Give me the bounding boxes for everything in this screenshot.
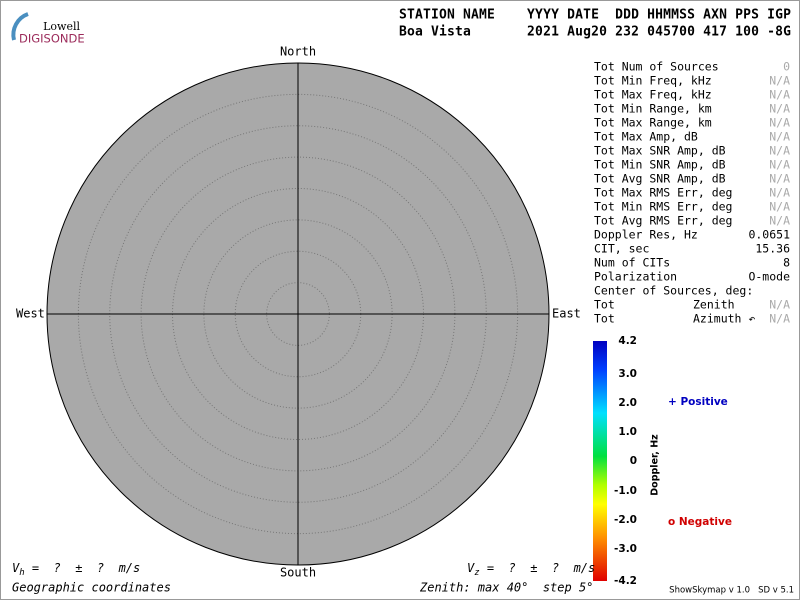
logo-top: Lowell <box>43 20 80 33</box>
center-quantity: Azimuth ↶ <box>693 312 755 326</box>
vz-sub: z <box>474 568 479 578</box>
stat-value: N/A <box>769 88 790 102</box>
center-quantity: Zenith <box>693 298 735 312</box>
stat-label: Tot Min Freq, kHz <box>594 74 712 88</box>
stat-label: Tot Max Amp, dB <box>594 130 698 144</box>
west-label: West <box>16 307 45 321</box>
stat-label: Tot Min Range, km <box>594 102 712 116</box>
center-scope: Tot <box>594 312 615 326</box>
stat-value: N/A <box>769 172 790 186</box>
colorbar-tick-label: -1.0 <box>614 485 637 497</box>
center-value: N/A <box>769 298 790 312</box>
colorbar-tick-label: 2.0 <box>618 397 637 409</box>
colorbar-tick-label: -3.0 <box>614 543 637 555</box>
stat-value: N/A <box>769 158 790 172</box>
header-values: Boa Vista 2021 Aug20 232 045700 417 100 … <box>399 25 791 40</box>
logo-arc <box>11 12 29 41</box>
vh-label: Vh = ? ± ? m/s <box>12 561 140 578</box>
stat-value: N/A <box>769 102 790 116</box>
header-labels: STATION NAME YYYY DATE DDD HHMMSS AXN PP… <box>399 8 791 23</box>
stat-value: O-mode <box>748 270 790 284</box>
colorbar-tick-label: 4.2 <box>618 335 637 347</box>
legend-positive: + Positive <box>668 396 728 408</box>
stat-label: Tot Avg SNR Amp, dB <box>594 172 726 186</box>
stat-value: N/A <box>769 144 790 158</box>
stat-value: N/A <box>769 74 790 88</box>
colorbar-tick-label: -4.2 <box>614 575 637 587</box>
legend-negative: o Negative <box>668 516 732 528</box>
stat-label: Tot Num of Sources <box>594 60 719 74</box>
stat-label: CIT, sec <box>594 242 649 256</box>
stat-value: 15.36 <box>755 242 790 256</box>
stat-label: Polarization <box>594 270 677 284</box>
stat-value: N/A <box>769 200 790 214</box>
stat-label: Tot Min RMS Err, deg <box>594 200 732 214</box>
colorbar-tick-label: 1.0 <box>618 426 637 438</box>
coords-label: Geographic coordinates <box>12 581 171 595</box>
stat-label: Tot Max RMS Err, deg <box>594 186 732 200</box>
colorbar-tick-label: -2.0 <box>614 514 637 526</box>
stat-label: Tot Avg RMS Err, deg <box>594 214 732 228</box>
vz-text: = ? ± ? m/s <box>480 561 596 575</box>
stat-value: 0 <box>783 60 790 74</box>
colorbar-tick-label: 0 <box>630 455 637 467</box>
east-label: East <box>552 307 581 321</box>
vz-label: Vz = ? ± ? m/s <box>467 561 595 578</box>
stat-value: 8 <box>783 256 790 270</box>
stat-label: Doppler Res, Hz <box>594 228 698 242</box>
stat-label: Tot Max Freq, kHz <box>594 88 712 102</box>
vz-symbol: V <box>467 561 475 575</box>
vh-symbol: V <box>12 561 20 575</box>
center-value: N/A <box>769 312 790 326</box>
center-title: Center of Sources, deg: <box>594 284 753 298</box>
stat-value: N/A <box>769 186 790 200</box>
colorbar-tick-label: 3.0 <box>618 368 637 380</box>
stat-value: N/A <box>769 116 790 130</box>
vh-sub: h <box>19 568 24 578</box>
stat-label: Tot Max Range, km <box>594 116 712 130</box>
stat-value: 0.0651 <box>748 228 790 242</box>
stat-label: Tot Min SNR Amp, dB <box>594 158 726 172</box>
stat-value: N/A <box>769 130 790 144</box>
colorbar-title: Doppler, Hz <box>650 434 661 496</box>
south-label: South <box>280 566 316 580</box>
center-scope: Tot <box>594 298 615 312</box>
colorbar <box>593 341 607 581</box>
stat-value: N/A <box>769 214 790 228</box>
zenith-label: Zenith: max 40° step 5° <box>419 581 593 595</box>
vh-text: = ? ± ? m/s <box>25 561 141 575</box>
stat-label: Tot Max SNR Amp, dB <box>594 144 726 158</box>
logo-bottom: DIGISONDE <box>19 32 85 46</box>
version-label: ShowSkymap v 1.0 SD v 5.1 <box>669 586 794 596</box>
stat-label: Num of CITs <box>594 256 670 270</box>
north-label: North <box>280 45 316 59</box>
